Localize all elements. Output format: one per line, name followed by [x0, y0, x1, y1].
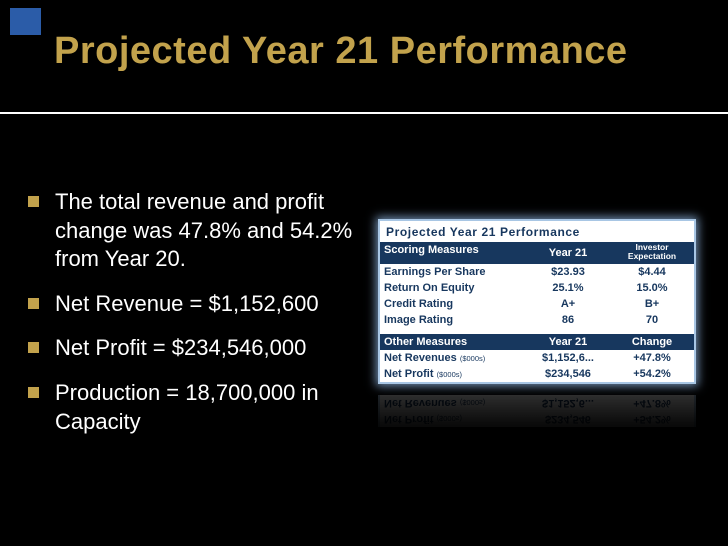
cell-label-text: Net Revenues — [384, 351, 457, 364]
performance-report-card: Projected Year 21 Performance Scoring Me… — [378, 219, 696, 384]
header-cell-scoring-measures: Scoring Measures — [384, 244, 479, 256]
bullet-square-icon — [28, 342, 39, 354]
bullet-text: Net Revenue = $1,152,600 — [55, 290, 319, 316]
table-row: Net Revenues ($000s) $1,152,6... +47.8% — [380, 349, 694, 366]
table-row: Earnings Per Share $23.93 $4.44 — [380, 263, 694, 280]
other-header-row: Other Measures Year 21 Change — [380, 333, 694, 350]
cell-year21: $1,152,6... — [542, 351, 594, 364]
header-cell-investor-expectation: Investor Expectation — [627, 242, 677, 262]
bullet-text: Net Profit = $234,546,000 — [55, 335, 307, 361]
header-cell-change: Change — [631, 335, 673, 348]
cell-year21: $23.93 — [551, 265, 585, 278]
cell-label-text: Net Profit — [384, 367, 434, 380]
cell-expectation: 15.0% — [636, 281, 668, 294]
header-cell-year21: Year 21 — [548, 335, 588, 348]
cell-label: Net Revenues ($000s) — [380, 350, 526, 366]
cell-label: Credit Rating — [384, 297, 454, 310]
cell-unit: ($000s) — [436, 369, 462, 379]
header-cell-year21: Year 21 — [548, 246, 588, 259]
cell-expectation: $4.44 — [638, 265, 666, 278]
cell-label: Earnings Per Share — [384, 265, 486, 278]
cell-label: Return On Equity — [384, 281, 475, 294]
bullet-square-icon — [28, 386, 39, 398]
bullet-text: The total revenue and profit change was … — [55, 189, 353, 272]
table-row: Return On Equity 25.1% 15.0% — [380, 279, 694, 296]
scoring-header-row: Scoring Measures Year 21 Investor Expect… — [380, 242, 694, 264]
table-row: Net Profit ($000s) $234,546 +54.2% — [380, 365, 694, 382]
report-title: Projected Year 21 Performance — [380, 221, 694, 242]
cell-change: +54.2% — [633, 367, 671, 380]
title-accent-square — [10, 8, 41, 35]
bullet-item: Net Profit = $234,546,000 — [28, 334, 358, 363]
cell-change: +47.8% — [633, 351, 671, 364]
cell-year21: $234,546 — [545, 367, 591, 380]
table-row: Credit Rating A+ B+ — [380, 295, 694, 312]
bullet-text: Production = 18,700,000 in Capacity — [55, 379, 319, 434]
reflection-fade-overlay — [378, 395, 696, 441]
cell-year21: 86 — [561, 313, 575, 326]
cell-expectation: 70 — [645, 313, 659, 326]
bullet-square-icon — [28, 196, 39, 207]
cell-label: Net Profit ($000s) — [380, 366, 526, 382]
cell-year21: A+ — [560, 297, 576, 310]
section-gap — [380, 327, 694, 334]
title-divider — [0, 112, 728, 114]
bullet-item: Production = 18,700,000 in Capacity — [28, 379, 358, 436]
table-row: Image Rating 86 70 — [380, 311, 694, 328]
cell-expectation: B+ — [644, 297, 660, 310]
bullet-list: The total revenue and profit change was … — [28, 188, 358, 452]
page-title: Projected Year 21 Performance — [54, 30, 628, 72]
bullet-item: Net Revenue = $1,152,600 — [28, 290, 358, 319]
bullet-square-icon — [28, 297, 39, 309]
cell-label: Image Rating — [384, 313, 454, 326]
cell-unit: ($000s) — [459, 353, 486, 363]
bullet-item: The total revenue and profit change was … — [28, 188, 358, 274]
card-reflection: Net Profit ($000s) $234,546 +54.2% Net R… — [378, 395, 696, 441]
header-cell-other-measures: Other Measures — [384, 335, 468, 348]
cell-year21: 25.1% — [552, 281, 584, 294]
